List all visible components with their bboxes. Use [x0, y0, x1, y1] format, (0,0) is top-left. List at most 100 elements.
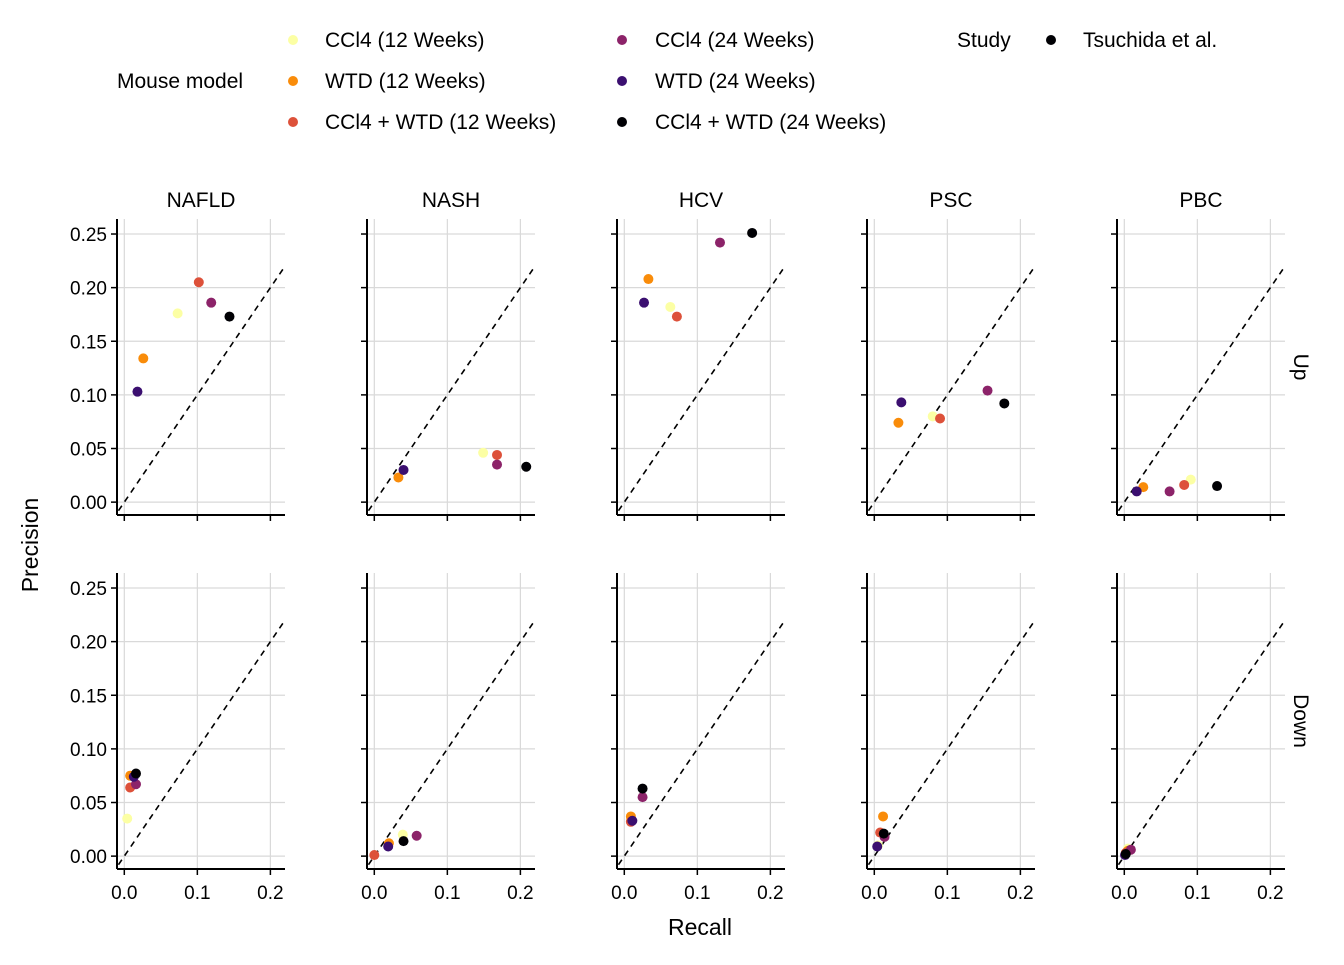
point-nash-up-ccl4-wtd-12-weeks: [492, 449, 503, 460]
reference-line: [867, 265, 1036, 512]
point-hcv-down-ccl4-wtd-24-weeks: [637, 783, 648, 794]
panel-pbc-up: PBC Up: [1111, 189, 1312, 521]
point-psc-up-wtd-24-weeks: [896, 397, 907, 408]
point-nafld-up-ccl4-wtd-24-weeks: [224, 311, 235, 322]
x-tick-label: 0.2: [1257, 883, 1283, 904]
x-tick-label: 0.0: [361, 883, 387, 904]
point-nafld-up-wtd-24-weeks: [132, 386, 143, 397]
point-nash-up-wtd-12-weeks: [393, 472, 404, 483]
x-tick-label: 0.0: [111, 883, 137, 904]
y-tick-label: 0.10: [70, 740, 107, 761]
reference-line: [867, 619, 1036, 866]
legend-marker-ccl4-wtd-24-weeks: [617, 117, 627, 127]
y-tick-label: 0.10: [70, 386, 107, 407]
panel-nash-down: 0.0 0.1 0.2: [361, 573, 536, 904]
point-pbc-up-ccl4-24-weeks: [1164, 486, 1175, 497]
x-tick-label: 0.2: [257, 883, 283, 904]
legend-title: Mouse model: [117, 70, 243, 93]
x-axis-label: Recall: [668, 914, 732, 940]
legend-study-title: Study: [957, 29, 1011, 52]
y-axis-label: Precision: [17, 498, 43, 593]
panel-pbc-down: 0.0 0.1 0.2 Down: [1111, 573, 1312, 904]
point-psc-down-wtd-24-weeks: [872, 841, 883, 852]
point-hcv-up-ccl4-12-weeks: [665, 301, 676, 312]
point-nash-up-ccl4-wtd-24-weeks: [521, 461, 532, 472]
legend-marker-wtd-24-weeks: [617, 76, 627, 86]
x-tick-label: 0.2: [507, 883, 533, 904]
panel-psc-down: 0.0 0.1 0.2: [861, 573, 1036, 904]
panel-nafld-down: 0.00 0.05 0.10 0.15 0.20 0.25 0.0 0.1 0.2: [70, 573, 286, 904]
x-tick-label: 0.2: [757, 883, 783, 904]
point-nafld-up-ccl4-12-weeks: [172, 308, 183, 319]
point-nafld-down-ccl4-12-weeks: [122, 813, 133, 824]
y-tick-label: 0.20: [70, 279, 107, 300]
reference-line: [367, 619, 536, 866]
reference-line: [1117, 265, 1286, 512]
facet-label-up: Up: [1289, 354, 1312, 381]
legend-marker-wtd-12-weeks: [288, 76, 298, 86]
y-tick-label: 0.00: [70, 847, 107, 868]
legend-label-wtd-24-weeks: WTD (24 Weeks): [655, 70, 816, 93]
reference-line: [117, 265, 286, 512]
legend-label-ccl4-12-weeks: CCl4 (12 Weeks): [325, 29, 485, 52]
point-nafld-up-ccl4-wtd-12-weeks: [193, 277, 204, 288]
y-tick-label: 0.05: [70, 440, 107, 461]
legend-marker-ccl4-12-weeks: [288, 35, 298, 45]
point-hcv-up-ccl4-wtd-12-weeks: [671, 311, 682, 322]
point-pbc-up-ccl4-wtd-24-weeks: [1212, 481, 1223, 492]
point-nafld-up-ccl4-24-weeks: [206, 297, 217, 308]
y-tick-label: 0.15: [70, 686, 107, 707]
point-nash-up-ccl4-12-weeks: [478, 447, 489, 458]
facet-label-down: Down: [1289, 694, 1312, 748]
point-nash-up-wtd-24-weeks: [398, 464, 409, 475]
point-hcv-up-ccl4-wtd-24-weeks: [747, 227, 758, 238]
y-tick-label: 0.05: [70, 794, 107, 815]
x-tick-label: 0.1: [184, 883, 210, 904]
panel-hcv-up: HCV: [611, 189, 786, 521]
point-hcv-up-wtd-12-weeks: [643, 274, 654, 285]
y-tick-label: 0.00: [70, 493, 107, 514]
point-hcv-down-ccl4-24-weeks: [637, 792, 648, 803]
reference-line: [617, 619, 786, 866]
y-tick-label: 0.20: [70, 633, 107, 654]
facet-label-nash: NASH: [422, 189, 480, 212]
point-hcv-down-wtd-24-weeks: [627, 815, 638, 826]
reference-line: [1117, 619, 1286, 866]
reference-line: [617, 265, 786, 512]
point-hcv-up-wtd-24-weeks: [639, 297, 650, 308]
panel-hcv-down: 0.0 0.1 0.2: [611, 573, 786, 904]
facet-label-hcv: HCV: [679, 189, 723, 212]
legend-label-ccl4-wtd-12-weeks: CCl4 + WTD (12 Weeks): [325, 111, 556, 134]
y-tick-label: 0.15: [70, 332, 107, 353]
point-nash-down-ccl4-wtd-12-weeks: [369, 850, 380, 861]
x-tick-label: 0.1: [1184, 883, 1210, 904]
point-psc-up-ccl4-wtd-24-weeks: [999, 398, 1010, 409]
point-nash-down-wtd-24-weeks: [383, 841, 394, 852]
x-tick-label: 0.1: [434, 883, 460, 904]
x-tick-label: 0.0: [861, 883, 887, 904]
point-nash-down-ccl4-24-weeks: [411, 830, 422, 841]
facet-panels: 0.00 0.05 0.10 0.15 0.20 0.25 NAFLD NASH HCV PSC P…: [70, 189, 1312, 904]
point-psc-down-wtd-12-weeks: [878, 811, 889, 822]
point-pbc-up-ccl4-wtd-12-weeks: [1179, 479, 1190, 490]
facet-label-pbc: PBC: [1179, 189, 1222, 212]
legend: Mouse model Study Tsuchida et al. CCl4 (…: [117, 29, 1217, 134]
point-nafld-down-ccl4-wtd-24-weeks: [130, 768, 141, 779]
legend-marker-ccl4-24-weeks: [617, 35, 627, 45]
panel-nafld-up: 0.00 0.05 0.10 0.15 0.20 0.25 NAFLD: [70, 189, 286, 521]
point-hcv-up-ccl4-24-weeks: [714, 237, 725, 248]
point-psc-up-wtd-12-weeks: [893, 417, 904, 428]
point-pbc-up-wtd-24-weeks: [1131, 486, 1142, 497]
panel-psc-up: PSC: [861, 189, 1036, 521]
y-tick-label: 0.25: [70, 579, 107, 600]
legend-marker-ccl4-wtd-12-weeks: [288, 117, 298, 127]
legend-label-wtd-12-weeks: WTD (12 Weeks): [325, 70, 486, 93]
legend-study-label: Tsuchida et al.: [1083, 29, 1217, 52]
point-nash-down-ccl4-wtd-24-weeks: [398, 836, 409, 847]
legend-label-ccl4-24-weeks: CCl4 (24 Weeks): [655, 29, 815, 52]
reference-line: [367, 265, 536, 512]
reference-line: [117, 619, 286, 866]
x-tick-label: 0.0: [611, 883, 637, 904]
